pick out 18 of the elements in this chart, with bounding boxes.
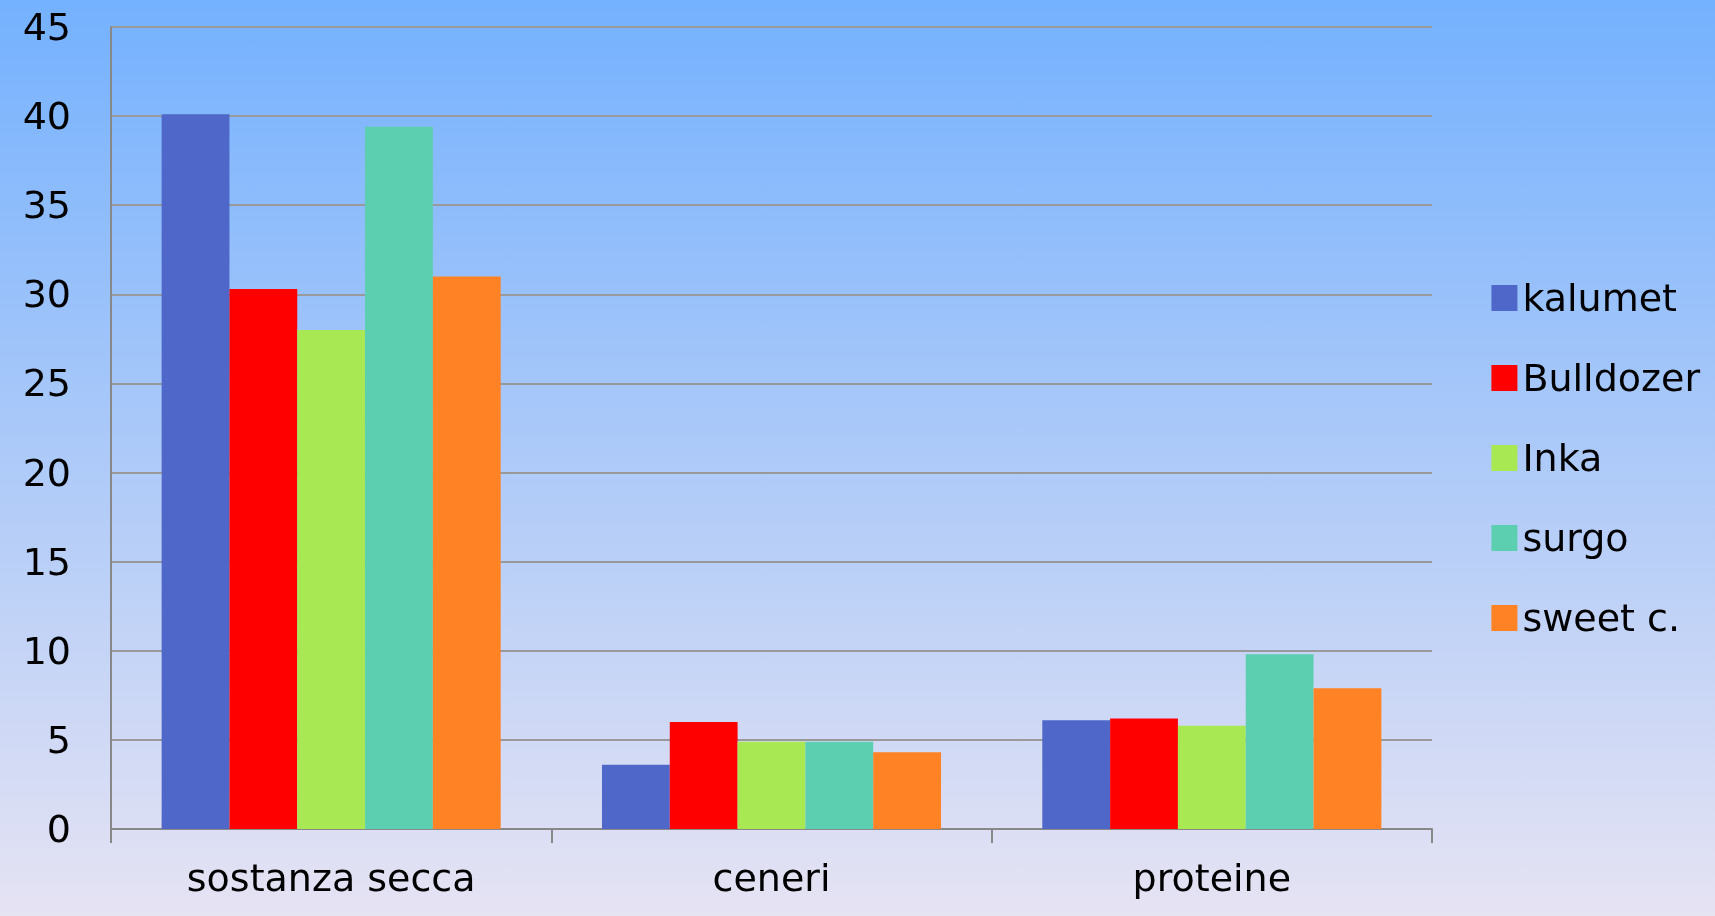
legend-label: Inka	[1522, 436, 1603, 480]
y-tick-label: 35	[22, 183, 71, 228]
legend-label: Bulldozer	[1522, 356, 1701, 400]
y-tick-label: 45	[22, 5, 71, 49]
legend-label: kalumet	[1522, 276, 1677, 320]
y-tick-label: 0	[46, 807, 71, 851]
y-tick-label: 20	[22, 450, 71, 495]
legend-label: surgo	[1522, 516, 1629, 560]
y-tick-label: 10	[22, 628, 71, 673]
y-tick-label: 5	[46, 717, 71, 762]
y-tick-label: 40	[22, 94, 71, 139]
x-tick-label: proteine	[1132, 856, 1292, 900]
y-tick-label: 15	[22, 539, 71, 584]
y-tick-label: 30	[22, 272, 71, 317]
x-tick-label: ceneri	[712, 856, 831, 900]
legend-label: sweet c.	[1522, 596, 1681, 640]
x-tick-label: sostanza secca	[186, 856, 476, 900]
y-tick-label: 25	[22, 361, 71, 406]
